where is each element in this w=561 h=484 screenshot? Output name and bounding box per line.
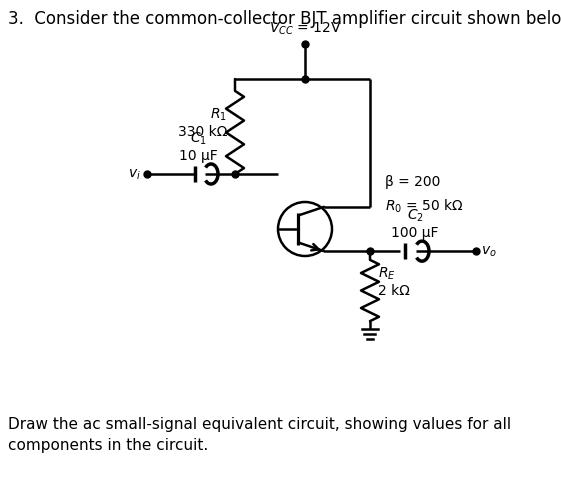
Text: $C_1$
10 μF: $C_1$ 10 μF: [178, 130, 217, 163]
Text: Draw the ac small-signal equivalent circuit, showing values for all
components i: Draw the ac small-signal equivalent circ…: [8, 416, 511, 452]
Text: β = 200
$R_0$ = 50 kΩ: β = 200 $R_0$ = 50 kΩ: [385, 175, 464, 214]
Text: $v_i$: $v_i$: [128, 167, 141, 182]
Text: 3.  Consider the common-collector BJT amplifier circuit shown below.: 3. Consider the common-collector BJT amp…: [8, 10, 561, 28]
Text: $R_1$
330 kΩ: $R_1$ 330 kΩ: [178, 106, 227, 138]
Text: $v_o$: $v_o$: [481, 244, 496, 259]
Text: $V_{CC}$ = 12V: $V_{CC}$ = 12V: [269, 20, 342, 37]
Text: $C_2$
100 μF: $C_2$ 100 μF: [391, 207, 439, 240]
Text: $R_E$
2 kΩ: $R_E$ 2 kΩ: [378, 265, 410, 298]
